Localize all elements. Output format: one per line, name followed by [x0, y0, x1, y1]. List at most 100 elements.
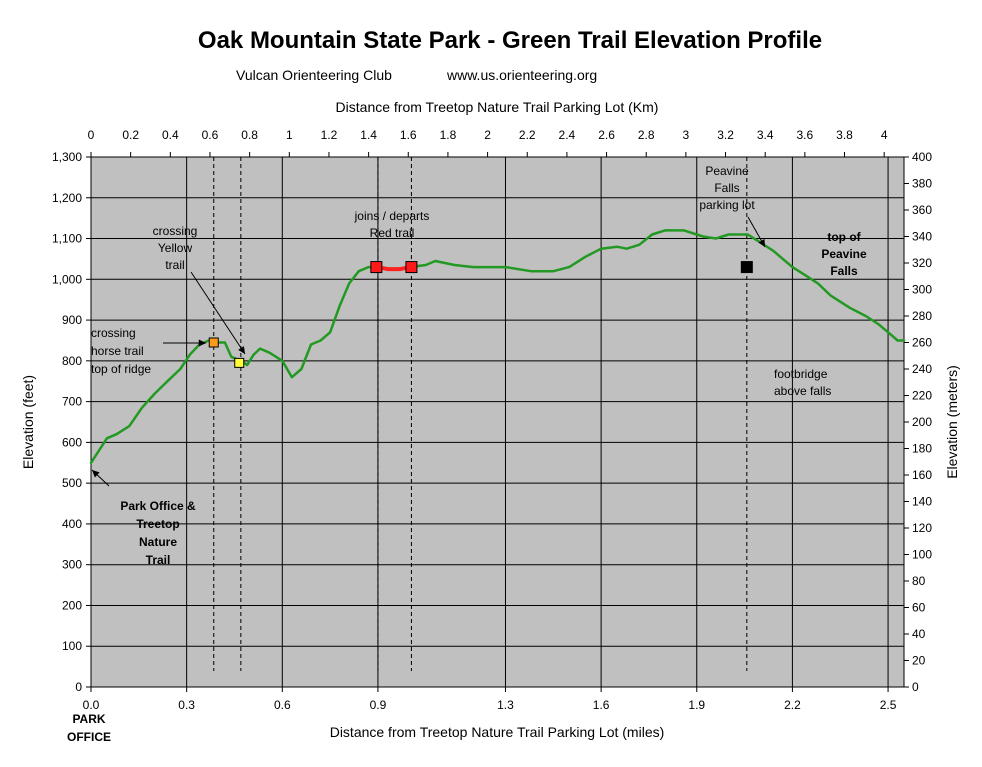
- y2-tick-label: 120: [912, 521, 932, 535]
- annotation-label: top of ridge: [91, 362, 151, 376]
- x-tick-label: 2.2: [784, 698, 801, 712]
- y2-tick-label: 0: [912, 680, 919, 694]
- x2-axis-label: Distance from Treetop Nature Trail Parki…: [336, 99, 659, 115]
- reference-lines: [213, 157, 748, 671]
- annotations: crossing horse trail top of ridge crossing Y…: [67, 164, 867, 744]
- plot-area: [91, 157, 904, 687]
- annotation-label: Falls: [830, 264, 858, 278]
- y-tick-label: 1,200: [52, 191, 82, 205]
- x2-tick-label: 0.4: [162, 128, 179, 142]
- y-tick-label: 400: [62, 517, 82, 531]
- y-tick-label: 700: [62, 395, 82, 409]
- x2-tick-label: 1.6: [400, 128, 417, 142]
- chart-subtitle-url: www.us.orienteering.org: [446, 67, 597, 83]
- y2-tick-label: 40: [912, 627, 926, 641]
- y2-tick-label: 280: [912, 309, 932, 323]
- y2-axis-label: Elevation (meters): [944, 365, 960, 479]
- point-marker: [740, 261, 753, 274]
- y-tick-label: 100: [62, 639, 82, 653]
- chart-subtitle-club: Vulcan Orienteering Club: [236, 67, 392, 83]
- annotation-label: Nature: [139, 535, 177, 549]
- y2-tick-label: 360: [912, 203, 932, 217]
- y2-tick-label: 180: [912, 442, 932, 456]
- x2-tick-label: 0.8: [241, 128, 258, 142]
- x-tick-label: 1.9: [688, 698, 705, 712]
- y2-tick-label: 80: [912, 574, 926, 588]
- annotation-arrow: [190, 271, 246, 355]
- x-tick-label: 0.6: [274, 698, 291, 712]
- y2-tick-label: 340: [912, 230, 932, 244]
- annotation-label: OFFICE: [67, 730, 111, 744]
- y-tick-label: 200: [62, 598, 82, 612]
- annotation-label: trail: [165, 258, 184, 272]
- y2-tick-label: 240: [912, 362, 932, 376]
- x2-tick-label: 0.2: [122, 128, 139, 142]
- x2-tick-label: 3.8: [836, 128, 853, 142]
- x2-tick-label: 2.2: [519, 128, 536, 142]
- x2-tick-label: 1.4: [360, 128, 377, 142]
- chart-title: Oak Mountain State Park - Green Trail El…: [198, 27, 822, 54]
- x-axis-label: Distance from Treetop Nature Trail Parki…: [330, 724, 665, 740]
- x-tick-label: 0.3: [178, 698, 195, 712]
- y2-tick-label: 160: [912, 468, 932, 482]
- annotation-label: parking lot: [699, 198, 755, 212]
- y2-tick-label: 380: [912, 177, 932, 191]
- red-trail-segment: [375, 265, 412, 272]
- y-tick-label: 1,100: [52, 232, 82, 246]
- annotation-label: Falls: [714, 181, 739, 195]
- y2-tick-label: 20: [912, 654, 926, 668]
- annotation-label: horse trail: [91, 344, 144, 358]
- annotation-label: Yellow: [158, 241, 193, 255]
- y-tick-label: 600: [62, 435, 82, 449]
- y2-tick-label: 140: [912, 495, 932, 509]
- x-tick-label: 1.3: [497, 698, 514, 712]
- y2-tick-label: 200: [912, 415, 932, 429]
- annotation-label: top of: [827, 230, 861, 244]
- annotation-label: crossing: [91, 326, 136, 340]
- annotation-label: Peavine: [705, 164, 749, 178]
- point-marker: [405, 261, 418, 274]
- y2-tick-label: 400: [912, 150, 932, 164]
- annotation-label: above falls: [774, 384, 831, 398]
- x2-tick-label: 3: [683, 128, 690, 142]
- x2-tick-label: 0: [88, 128, 95, 142]
- annotation-label: Park Office &: [120, 499, 196, 513]
- y2-tick-label: 320: [912, 256, 932, 270]
- x2-tick-label: 2: [484, 128, 491, 142]
- x2-tick-label: 3.2: [717, 128, 734, 142]
- x2-tick-label: 1.8: [440, 128, 457, 142]
- x-tick-label: 2.5: [880, 698, 897, 712]
- x-tick-label: 1.6: [593, 698, 610, 712]
- y-tick-label: 500: [62, 476, 82, 490]
- annotation-label: Treetop: [136, 517, 179, 531]
- y2-tick-label: 60: [912, 601, 926, 615]
- y2-tick-label: 220: [912, 389, 932, 403]
- annotation-label: footbridge: [774, 367, 828, 381]
- annotation-label: PARK: [72, 712, 105, 726]
- y2-tick-label: 260: [912, 336, 932, 350]
- y-tick-label: 800: [62, 354, 82, 368]
- annotation-label: joins / departs: [354, 209, 430, 223]
- x-tick-label: 0.0: [83, 698, 100, 712]
- x2-tick-label: 1: [286, 128, 293, 142]
- x-tick-label: 0.9: [370, 698, 387, 712]
- y-tick-label: 1,000: [52, 272, 82, 286]
- axes: [86, 152, 909, 692]
- x2-tick-label: 3.6: [797, 128, 814, 142]
- x2-tick-label: 2.6: [598, 128, 615, 142]
- y-axis-label: Elevation (feet): [20, 375, 36, 469]
- y-tick-label: 1,300: [52, 150, 82, 164]
- arrow-head: [238, 346, 245, 354]
- annotation-label: Peavine: [821, 247, 867, 261]
- arrow-head: [758, 239, 765, 247]
- arrow-head: [198, 339, 206, 347]
- point-markers: [208, 261, 753, 368]
- x2-tick-label: 2.4: [559, 128, 576, 142]
- point-marker: [234, 357, 245, 368]
- y-tick-label: 0: [75, 680, 82, 694]
- annotation-label: crossing: [153, 224, 198, 238]
- y2-tick-label: 100: [912, 548, 932, 562]
- annotation-label: Trail: [146, 553, 171, 567]
- arrow-head: [92, 470, 100, 478]
